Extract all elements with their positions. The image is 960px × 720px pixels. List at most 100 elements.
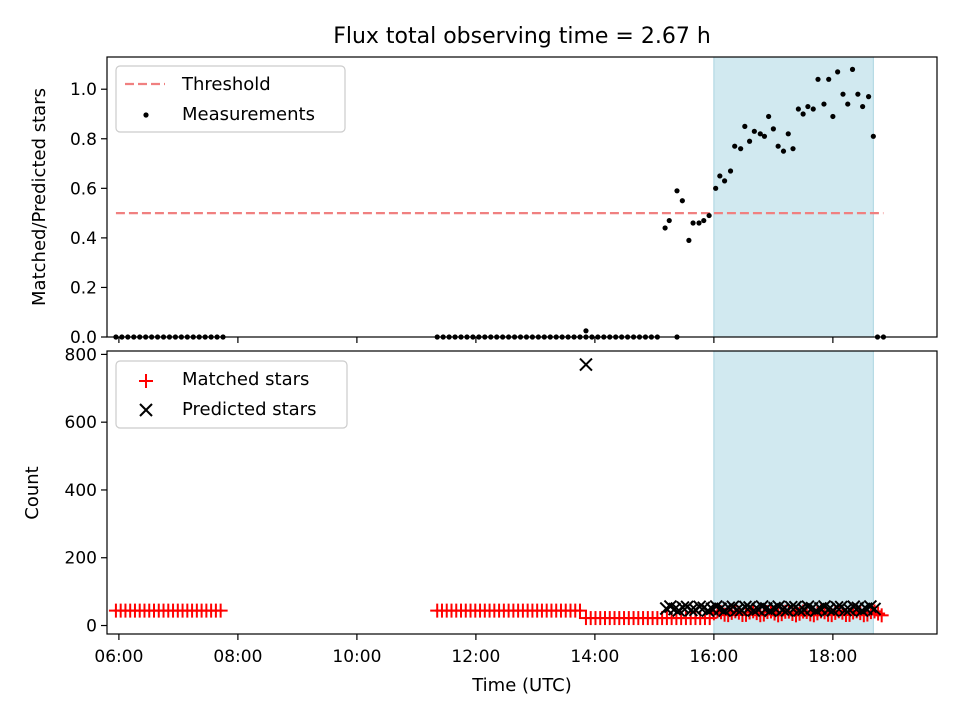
predicted-star-marker: [709, 599, 723, 614]
bottom-x-tick-label: 06:00: [94, 647, 143, 667]
predicted-star-stroke: [684, 603, 698, 617]
measurement-point: [686, 237, 692, 243]
predicted-star-stroke: [579, 357, 593, 372]
measurement-point: [810, 106, 816, 112]
predicted-star-stroke: [863, 599, 878, 614]
predicted-star-stroke: [792, 603, 807, 617]
legend-predicted-label: Predicted stars: [182, 399, 316, 420]
predicted-star-marker: [809, 603, 823, 618]
measurement-point: [785, 131, 791, 137]
measurement-point: [713, 185, 719, 191]
predicted-star-marker: [692, 600, 707, 614]
bottom-x-tick-label: 16:00: [689, 647, 738, 667]
measurement-point: [845, 101, 851, 107]
predicted-star-stroke: [667, 602, 682, 616]
top-y-tick-label: 0.6: [70, 179, 97, 199]
measurement-point: [761, 133, 768, 139]
measurement-point: [721, 178, 728, 184]
predicted-star-stroke: [709, 599, 723, 614]
legend-matched-label: Matched stars: [182, 369, 309, 390]
measurement-point: [790, 146, 796, 152]
measurement-point: [742, 123, 748, 129]
measurement-point: [766, 113, 772, 120]
predicted-star-marker: [776, 602, 790, 617]
measurement-point: [679, 198, 685, 204]
predicted-star-stroke: [809, 603, 823, 618]
chart-title: Flux total observing time = 2.67 h: [333, 24, 711, 49]
measurement-point: [770, 126, 776, 132]
predicted-star-marker: [579, 357, 593, 372]
predicted-star-stroke: [730, 603, 744, 617]
predicted-star-stroke: [738, 600, 753, 614]
bottom-x-tick-label: 10:00: [332, 647, 381, 667]
predicted-star-stroke: [830, 600, 844, 615]
measurement-point: [815, 76, 821, 82]
measurement-point: [674, 188, 680, 194]
measurement-point: [840, 91, 846, 97]
predicted-stars-markers: [579, 357, 882, 618]
measurement-point: [751, 128, 757, 134]
measurement-point: [701, 217, 707, 224]
predicted-star-marker: [867, 602, 882, 616]
predicted-star-marker: [792, 603, 807, 617]
bottom-y-tick-label: 200: [65, 549, 97, 569]
predicted-star-stroke: [701, 603, 715, 618]
top-y-tick-label: 0.2: [70, 278, 97, 298]
bottom-x-tick-label: 14:00: [570, 647, 619, 667]
measurement-point: [860, 103, 866, 110]
predicted-star-stroke: [867, 602, 882, 616]
measurement-point: [800, 111, 806, 117]
top-y-tick-label: 0.8: [70, 130, 97, 150]
measurement-point: [805, 103, 811, 110]
top-y-tick-label: 1.0: [70, 80, 97, 100]
predicted-star-stroke: [663, 599, 678, 614]
top-y-tick-label: 0.4: [70, 229, 97, 249]
measurement-point: [826, 76, 832, 82]
predicted-star-marker: [822, 602, 836, 616]
bottom-y-axis-label: Count: [22, 466, 43, 519]
predicted-star-stroke: [747, 603, 761, 618]
measurement-point: [706, 212, 712, 219]
predicted-star-marker: [747, 603, 761, 618]
bottom-legend: Matched stars Predicted stars: [115, 360, 348, 429]
measurement-point: [717, 173, 723, 179]
predicted-star-stroke: [817, 599, 832, 614]
measurement-point: [795, 106, 801, 112]
measurement-point: [780, 148, 787, 154]
bottom-shaded-interval: [713, 351, 874, 634]
predicted-star-stroke: [838, 603, 853, 617]
predicted-star-marker: [730, 603, 744, 617]
predicted-star-stroke: [822, 602, 836, 616]
predicted-star-marker: [738, 600, 753, 614]
matched-star-marker: [573, 603, 588, 618]
measurement-point: [849, 66, 856, 72]
bottom-axes-frame: [106, 350, 938, 635]
measurement-point: [821, 101, 827, 107]
bottom-y-tick-label: 400: [65, 481, 97, 501]
measurement-point: [690, 220, 696, 226]
top-legend-box: [115, 65, 346, 133]
bottom-y-axis: 0 200 400 600 800: [65, 345, 107, 637]
measurement-point: [870, 133, 876, 139]
predicted-star-marker: [701, 603, 715, 618]
predicted-star-marker: [722, 601, 736, 615]
predicted-star-stroke: [801, 599, 815, 614]
measurement-point: [865, 94, 872, 100]
bottom-legend-box: [115, 360, 348, 429]
measurement-point: [732, 143, 738, 149]
top-axes-frame: [106, 56, 938, 338]
bottom-x-tick-label: 08:00: [213, 647, 262, 667]
measurement-point: [775, 143, 781, 149]
legend-measurements-swatch: [143, 112, 149, 118]
measurement-point: [830, 113, 836, 120]
legend-threshold-label: Threshold: [181, 74, 271, 95]
measurement-point: [583, 328, 589, 334]
top-y-tick-label: 0.0: [70, 328, 97, 348]
predicted-star-marker: [855, 603, 869, 618]
predicted-star-marker: [684, 603, 698, 617]
measurement-point: [757, 131, 763, 137]
legend-measurements-label: Measurements: [182, 104, 315, 125]
bottom-x-axis: 06:00 08:00 10:00 12:00 14:00 16:00 18:00: [94, 634, 857, 667]
measurement-point: [662, 225, 668, 231]
